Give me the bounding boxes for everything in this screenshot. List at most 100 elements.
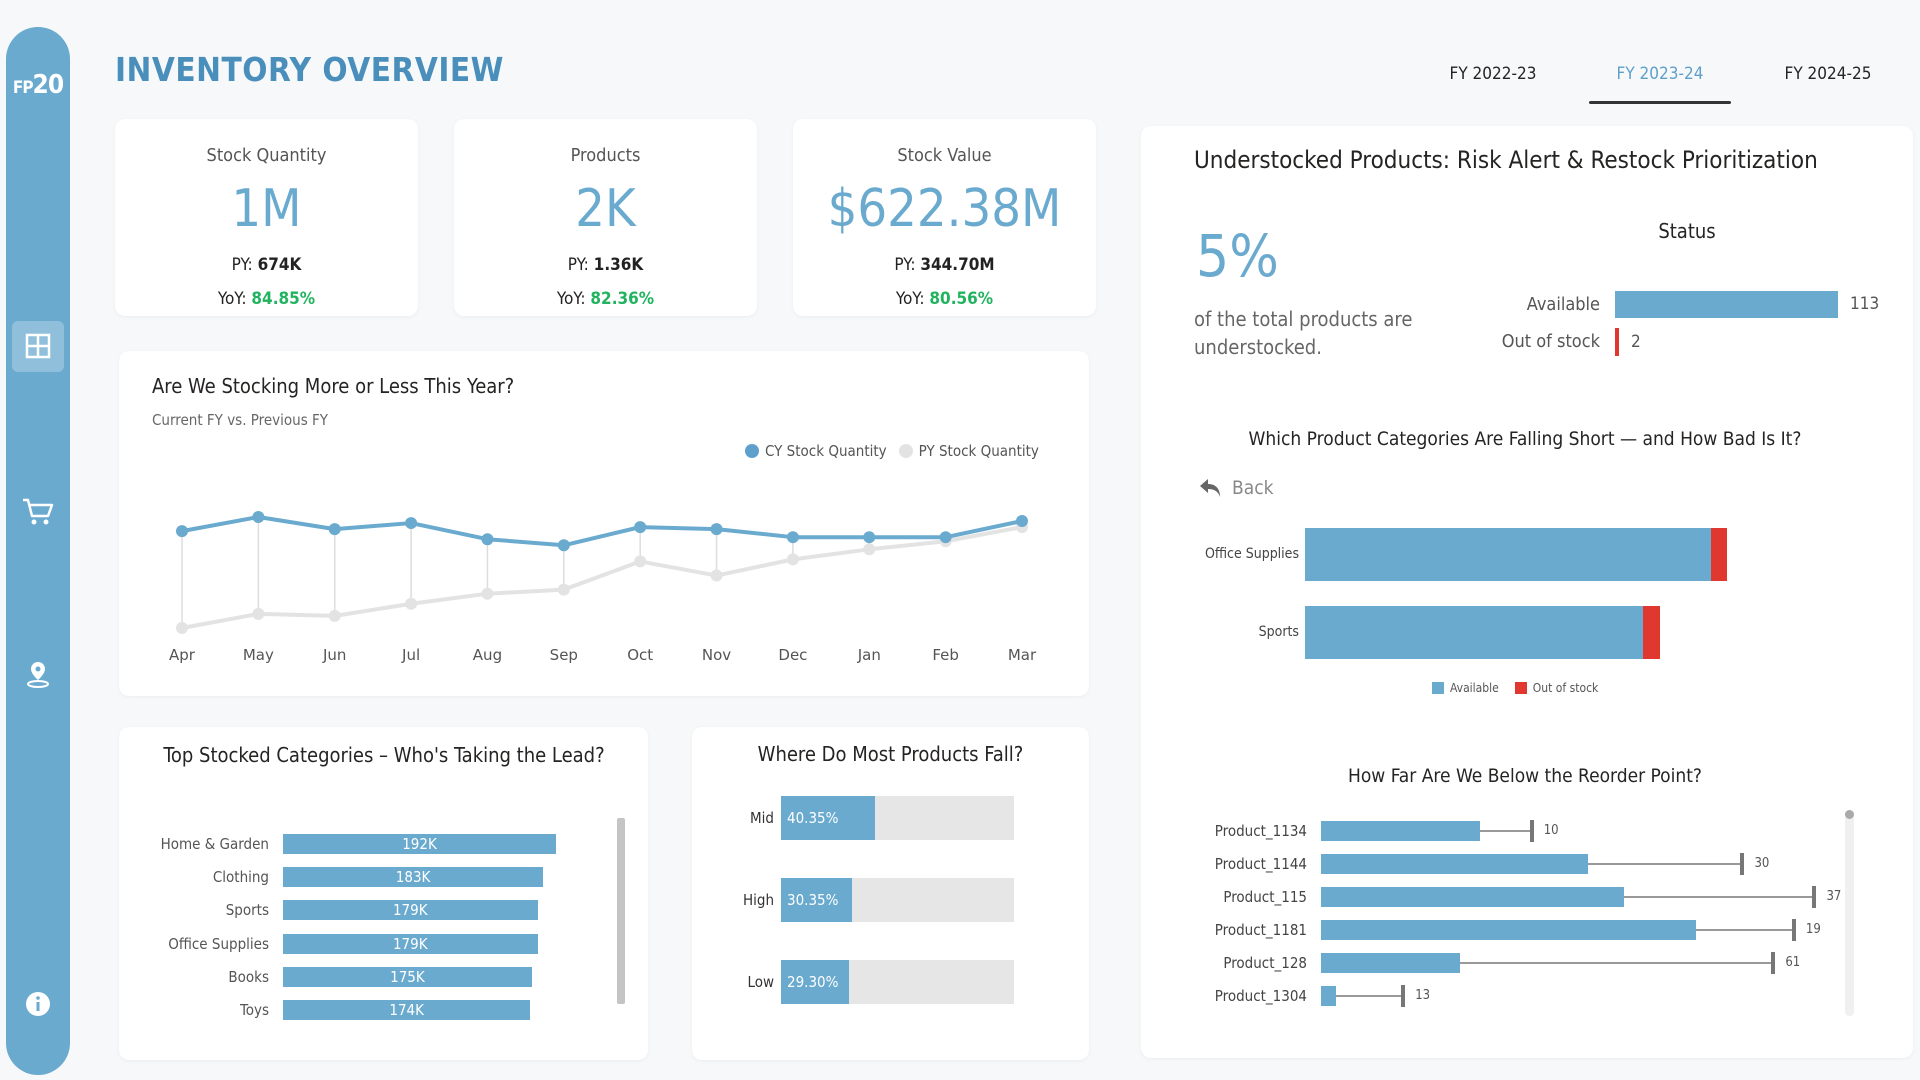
- category-bar-label: 174K: [389, 1001, 424, 1019]
- kpi-py: PY: 1.36K: [567, 255, 644, 275]
- category-label: Office Supplies: [168, 934, 269, 953]
- kpi-value: 1M: [231, 179, 302, 239]
- product-label: Product_1304: [1214, 987, 1307, 1005]
- cy-series-line: [181, 515, 1023, 548]
- category-bar: [283, 900, 538, 921]
- band-label: Mid: [750, 809, 774, 827]
- legend-out-of-stock-marker: [1514, 682, 1527, 694]
- category-bar: [283, 834, 556, 854]
- category-label: Toys: [240, 1001, 269, 1019]
- categories-short-title: Which Product Categories Are Falling Sho…: [1248, 428, 1802, 450]
- stock-bar: [1321, 854, 1589, 874]
- product-label: Product_1181: [1214, 921, 1307, 939]
- cy-point: [328, 523, 341, 536]
- cy-point: [481, 533, 494, 546]
- x-tick-label: Dec: [778, 646, 807, 664]
- kpi-card-products: Products 2K PY: 1.36K YoY: 82.36%: [454, 119, 757, 316]
- reorder-scrollbar[interactable]: [1845, 810, 1854, 1016]
- category-bar-label: 179K: [392, 934, 428, 953]
- tab-fy-2022-23[interactable]: FY 2022-23: [1449, 64, 1537, 84]
- scrollbar-thumb[interactable]: [1845, 810, 1854, 819]
- band-label: Low: [747, 973, 774, 991]
- reorder-point-marker: [1401, 985, 1406, 1007]
- py-point: [710, 569, 723, 582]
- top-categories-scrollbar[interactable]: [617, 818, 625, 1004]
- x-tick-label: Feb: [932, 646, 959, 664]
- kpi-value: 2K: [575, 179, 636, 239]
- active-tab-indicator: [1589, 101, 1731, 104]
- nav-cart-button[interactable]: [6, 495, 70, 533]
- status-value: 2: [1630, 332, 1641, 352]
- kpi-py: PY: 344.70M: [894, 255, 995, 275]
- category-bar-label: 183K: [395, 868, 431, 887]
- page-title: INVENTORY OVERVIEW: [115, 50, 504, 89]
- category-bar-label: 192K: [402, 835, 437, 853]
- short-legend: Available Out of stock: [1432, 681, 1598, 695]
- line-legend: CY Stock Quantity PY Stock Quantity: [745, 442, 1039, 460]
- band-label: High: [742, 891, 774, 909]
- kpi-yoy: YoY: 84.85%: [217, 289, 316, 309]
- band-value: 29.30%: [787, 973, 839, 991]
- out-of-stock-bar: [1710, 528, 1728, 581]
- status-value: 113: [1850, 294, 1880, 314]
- py-point: [786, 553, 799, 566]
- gap-value: 19: [1805, 922, 1821, 937]
- legend-py-marker: [898, 444, 913, 458]
- available-bar: [1305, 606, 1643, 659]
- x-tick-label: May: [243, 646, 274, 664]
- nav-dashboard-button[interactable]: [12, 321, 64, 372]
- line-chart-title: Are We Stocking More or Less This Year?: [152, 374, 515, 398]
- product-label: Product_1134: [1214, 822, 1307, 840]
- x-tick-label: Oct: [627, 646, 653, 664]
- kpi-title: Products: [570, 145, 641, 166]
- x-tick-label: Jan: [857, 646, 881, 664]
- kpi-py: PY: 674K: [231, 255, 302, 275]
- stock-bar: [1321, 986, 1337, 1006]
- gap-value: 10: [1543, 823, 1559, 838]
- gap-line: [1459, 962, 1774, 964]
- price-band-title: Where Do Most Products Fall?: [757, 742, 1024, 766]
- nav-location-button[interactable]: [6, 659, 70, 693]
- status-title: Status: [1658, 219, 1716, 243]
- grid-icon: [25, 333, 51, 359]
- gap-value: 13: [1415, 988, 1431, 1003]
- category-bar: [283, 933, 538, 954]
- tab-fy-2023-24[interactable]: FY 2023-24: [1616, 64, 1704, 84]
- reorder-title: How Far Are We Below the Reorder Point?: [1347, 765, 1702, 787]
- py-point: [176, 622, 188, 634]
- category-label: Clothing: [212, 868, 269, 887]
- category-bar: [283, 1000, 531, 1020]
- gap-line: [1336, 995, 1404, 997]
- understock-percent: 5%: [1196, 222, 1279, 290]
- line-chart-subtitle: Current FY vs. Previous FY: [152, 411, 329, 429]
- stock-bar: [1321, 887, 1625, 907]
- short-category-label: Sports: [1258, 624, 1299, 640]
- x-tick-label: Jun: [322, 646, 346, 664]
- stock-bar: [1321, 953, 1460, 973]
- gap-line: [1624, 896, 1815, 898]
- category-bar: [283, 867, 544, 888]
- cy-point: [786, 531, 799, 544]
- understock-title: Understocked Products: Risk Alert & Rest…: [1194, 146, 1818, 174]
- status-bar: [1615, 328, 1619, 356]
- status-label: Available: [1526, 294, 1600, 315]
- cy-point: [710, 523, 723, 536]
- x-tick-label: Aug: [473, 646, 502, 664]
- py-point: [252, 607, 265, 620]
- out-of-stock-bar: [1643, 606, 1660, 659]
- status-label: Out of stock: [1501, 331, 1600, 352]
- tab-fy-2024-25[interactable]: FY 2024-25: [1784, 64, 1872, 84]
- kpi-title: Stock Quantity: [206, 145, 327, 166]
- py-point: [405, 597, 418, 610]
- x-tick-label: Nov: [702, 646, 731, 664]
- nav-info-button[interactable]: [6, 989, 70, 1023]
- band-fill: [781, 796, 875, 840]
- gap-line: [1696, 929, 1794, 931]
- gap-line: [1588, 863, 1743, 865]
- legend-cy-marker: [745, 444, 759, 458]
- kpi-title: Stock Value: [897, 145, 992, 166]
- cy-point: [176, 525, 188, 538]
- back-button[interactable]: Back: [1198, 476, 1274, 500]
- short-category-label: Office Supplies: [1204, 546, 1299, 562]
